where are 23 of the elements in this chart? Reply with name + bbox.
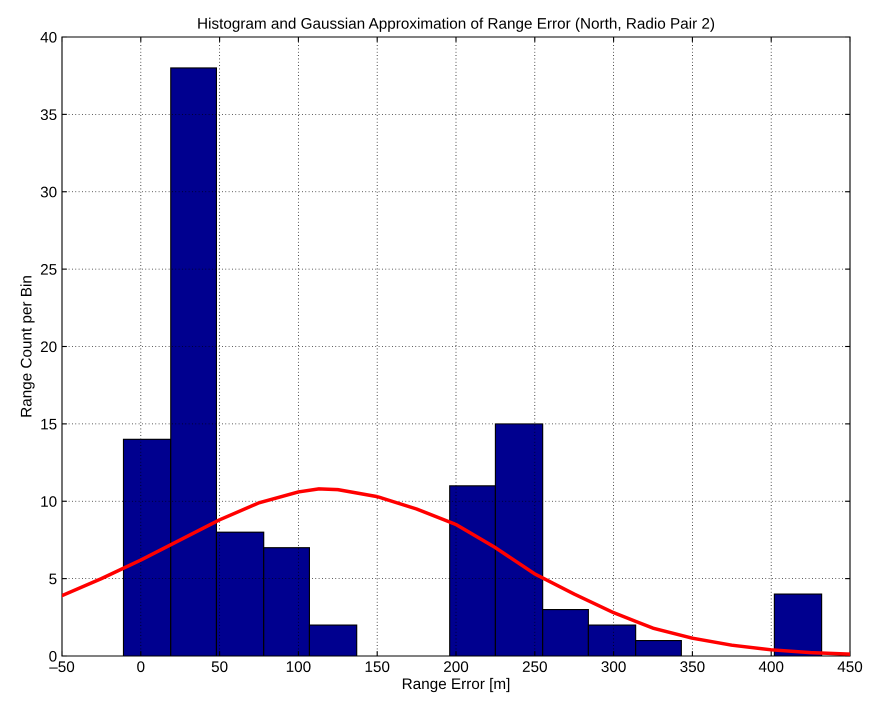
x-tick-label: 400 (758, 661, 784, 672)
x-tick-label: 200 (444, 661, 468, 672)
x-tick-label: 100 (286, 661, 311, 672)
x-tick-label: 450 (838, 661, 862, 672)
y-tick-label: 25 (40, 264, 56, 275)
y-tick-label: 30 (40, 186, 57, 198)
y-tick-label: 0 (49, 650, 57, 662)
y-tick-label: 15 (41, 418, 56, 430)
x-tick-label: 300 (601, 661, 626, 672)
x-tick-label: 0 (137, 661, 144, 672)
y-tick-label: 35 (40, 109, 56, 120)
y-tick-label: 5 (49, 574, 56, 584)
chart-title: Histogram and Gaussian Approximation of Range Error (North, Radio Pair 2) (198, 18, 714, 32)
x-tick-label: 250 (522, 661, 547, 672)
y-tick-label: 20 (40, 341, 57, 352)
y-tick-label: 10 (41, 496, 57, 507)
x-axis-title: Range Error [m] (402, 678, 510, 692)
y-tick-label: 40 (40, 32, 57, 43)
x-tick-label: –50 (49, 661, 74, 672)
x-tick-label: 50 (212, 661, 228, 672)
x-tick-label: 150 (366, 661, 390, 672)
x-tick-label: 350 (680, 661, 705, 672)
y-axis-title: Range Count per Bin (20, 276, 35, 417)
